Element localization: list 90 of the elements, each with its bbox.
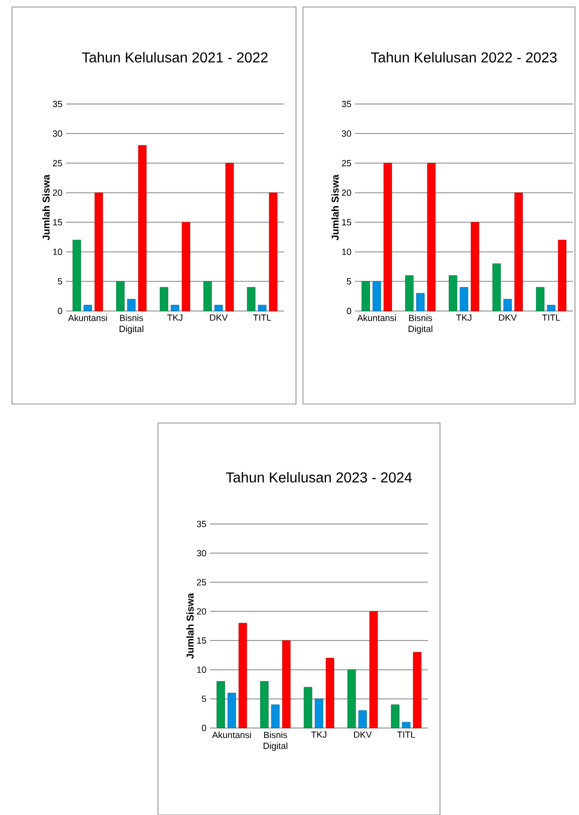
bar bbox=[304, 686, 312, 728]
bar bbox=[216, 681, 225, 728]
bar bbox=[347, 670, 356, 728]
bar bbox=[314, 698, 324, 728]
y-tick-label: 5 bbox=[58, 278, 62, 285]
x-tick-label: Bisnis Digital bbox=[408, 314, 432, 334]
bar bbox=[369, 611, 378, 728]
bar bbox=[558, 240, 566, 312]
y-tick-label: 30 bbox=[196, 550, 206, 556]
bar bbox=[246, 287, 256, 312]
x-tick-label: TKJ bbox=[311, 732, 326, 738]
y-tick-label: 10 bbox=[197, 666, 206, 673]
y-tick-label: 20 bbox=[196, 608, 206, 615]
bar bbox=[372, 281, 381, 312]
x-tick-label: DKV bbox=[210, 314, 228, 321]
bar bbox=[405, 275, 414, 312]
bar bbox=[326, 658, 334, 728]
y-tick-label: 15 bbox=[342, 219, 352, 226]
x-tick-label: Bisnis Digital bbox=[264, 732, 288, 751]
bar bbox=[460, 287, 468, 312]
bar bbox=[94, 192, 103, 312]
bar bbox=[127, 298, 136, 312]
bar bbox=[546, 304, 556, 312]
y-tick-label: 20 bbox=[342, 190, 352, 196]
y-tick-label: 15 bbox=[53, 219, 62, 226]
bar bbox=[170, 304, 180, 312]
y-tick-label: 0 bbox=[346, 308, 352, 314]
y-tick-label: 35 bbox=[196, 520, 206, 528]
bar bbox=[470, 222, 480, 312]
bar bbox=[448, 275, 458, 312]
y-tick-label: 10 bbox=[53, 248, 62, 256]
bar bbox=[384, 162, 392, 312]
y-tick-label: 25 bbox=[196, 579, 206, 586]
x-tick-label: TKJ bbox=[167, 314, 182, 321]
bar bbox=[503, 298, 512, 312]
bar bbox=[203, 281, 212, 312]
bar bbox=[138, 145, 147, 312]
y-tick-label: 30 bbox=[52, 130, 62, 137]
bar bbox=[536, 287, 544, 312]
y-tick-label: 0 bbox=[202, 724, 206, 732]
bar bbox=[72, 240, 81, 312]
x-tick-label: TITL bbox=[397, 732, 416, 738]
x-tick-label: TITL bbox=[253, 314, 272, 321]
y-axis-title: Jumlah Siswa bbox=[186, 592, 194, 659]
y-tick-label: 0 bbox=[58, 308, 62, 314]
bar bbox=[225, 162, 234, 312]
x-tick-label: DKV bbox=[499, 314, 517, 321]
x-tick-label: TITL bbox=[542, 314, 560, 321]
x-tick-label: Akuntansi bbox=[68, 314, 107, 322]
bar bbox=[362, 281, 370, 312]
y-tick-label: 5 bbox=[346, 278, 352, 285]
y-tick-label: 30 bbox=[342, 130, 352, 137]
chart-title: Tahun Kelulusan 2023 - 2024 bbox=[226, 472, 412, 482]
y-tick-label: 35 bbox=[342, 100, 352, 108]
bar bbox=[514, 192, 523, 312]
bar bbox=[260, 681, 269, 728]
y-tick-label: 25 bbox=[342, 160, 352, 166]
y-tick-label: 20 bbox=[52, 190, 62, 196]
chart-title: Tahun Kelulusan 2021 - 2022 bbox=[82, 52, 268, 62]
bar bbox=[160, 287, 168, 312]
bar bbox=[228, 692, 236, 728]
x-tick-label: Akuntansi bbox=[212, 732, 251, 738]
bar bbox=[238, 622, 247, 728]
bar bbox=[84, 304, 92, 312]
y-tick-label: 5 bbox=[202, 696, 206, 702]
x-tick-label: DKV bbox=[354, 732, 372, 738]
bar bbox=[402, 722, 410, 728]
y-tick-label: 25 bbox=[52, 160, 62, 166]
bar bbox=[492, 263, 501, 312]
chart-title: Tahun Kelulusan 2022 - 2023 bbox=[371, 52, 557, 62]
y-tick-label: 35 bbox=[52, 100, 62, 108]
y-axis-title: Jumlah Siswa bbox=[331, 174, 339, 240]
y-tick-label: 15 bbox=[197, 637, 206, 644]
y-axis-title: Jumlah Siswa bbox=[42, 174, 50, 240]
bar bbox=[258, 304, 266, 312]
y-tick-label: 10 bbox=[342, 248, 352, 256]
bar bbox=[390, 704, 400, 728]
bar bbox=[116, 281, 125, 312]
bar bbox=[268, 192, 278, 312]
bar bbox=[358, 710, 367, 728]
bar bbox=[271, 704, 280, 728]
bar bbox=[214, 304, 223, 312]
x-tick-label: Bisnis Digital bbox=[120, 314, 144, 334]
bar bbox=[412, 652, 422, 728]
bar bbox=[282, 640, 291, 728]
x-tick-label: TKJ bbox=[456, 314, 472, 321]
bar bbox=[182, 222, 190, 312]
x-tick-label: Akuntansi bbox=[357, 314, 396, 322]
bar bbox=[416, 293, 425, 312]
bar bbox=[427, 162, 436, 312]
